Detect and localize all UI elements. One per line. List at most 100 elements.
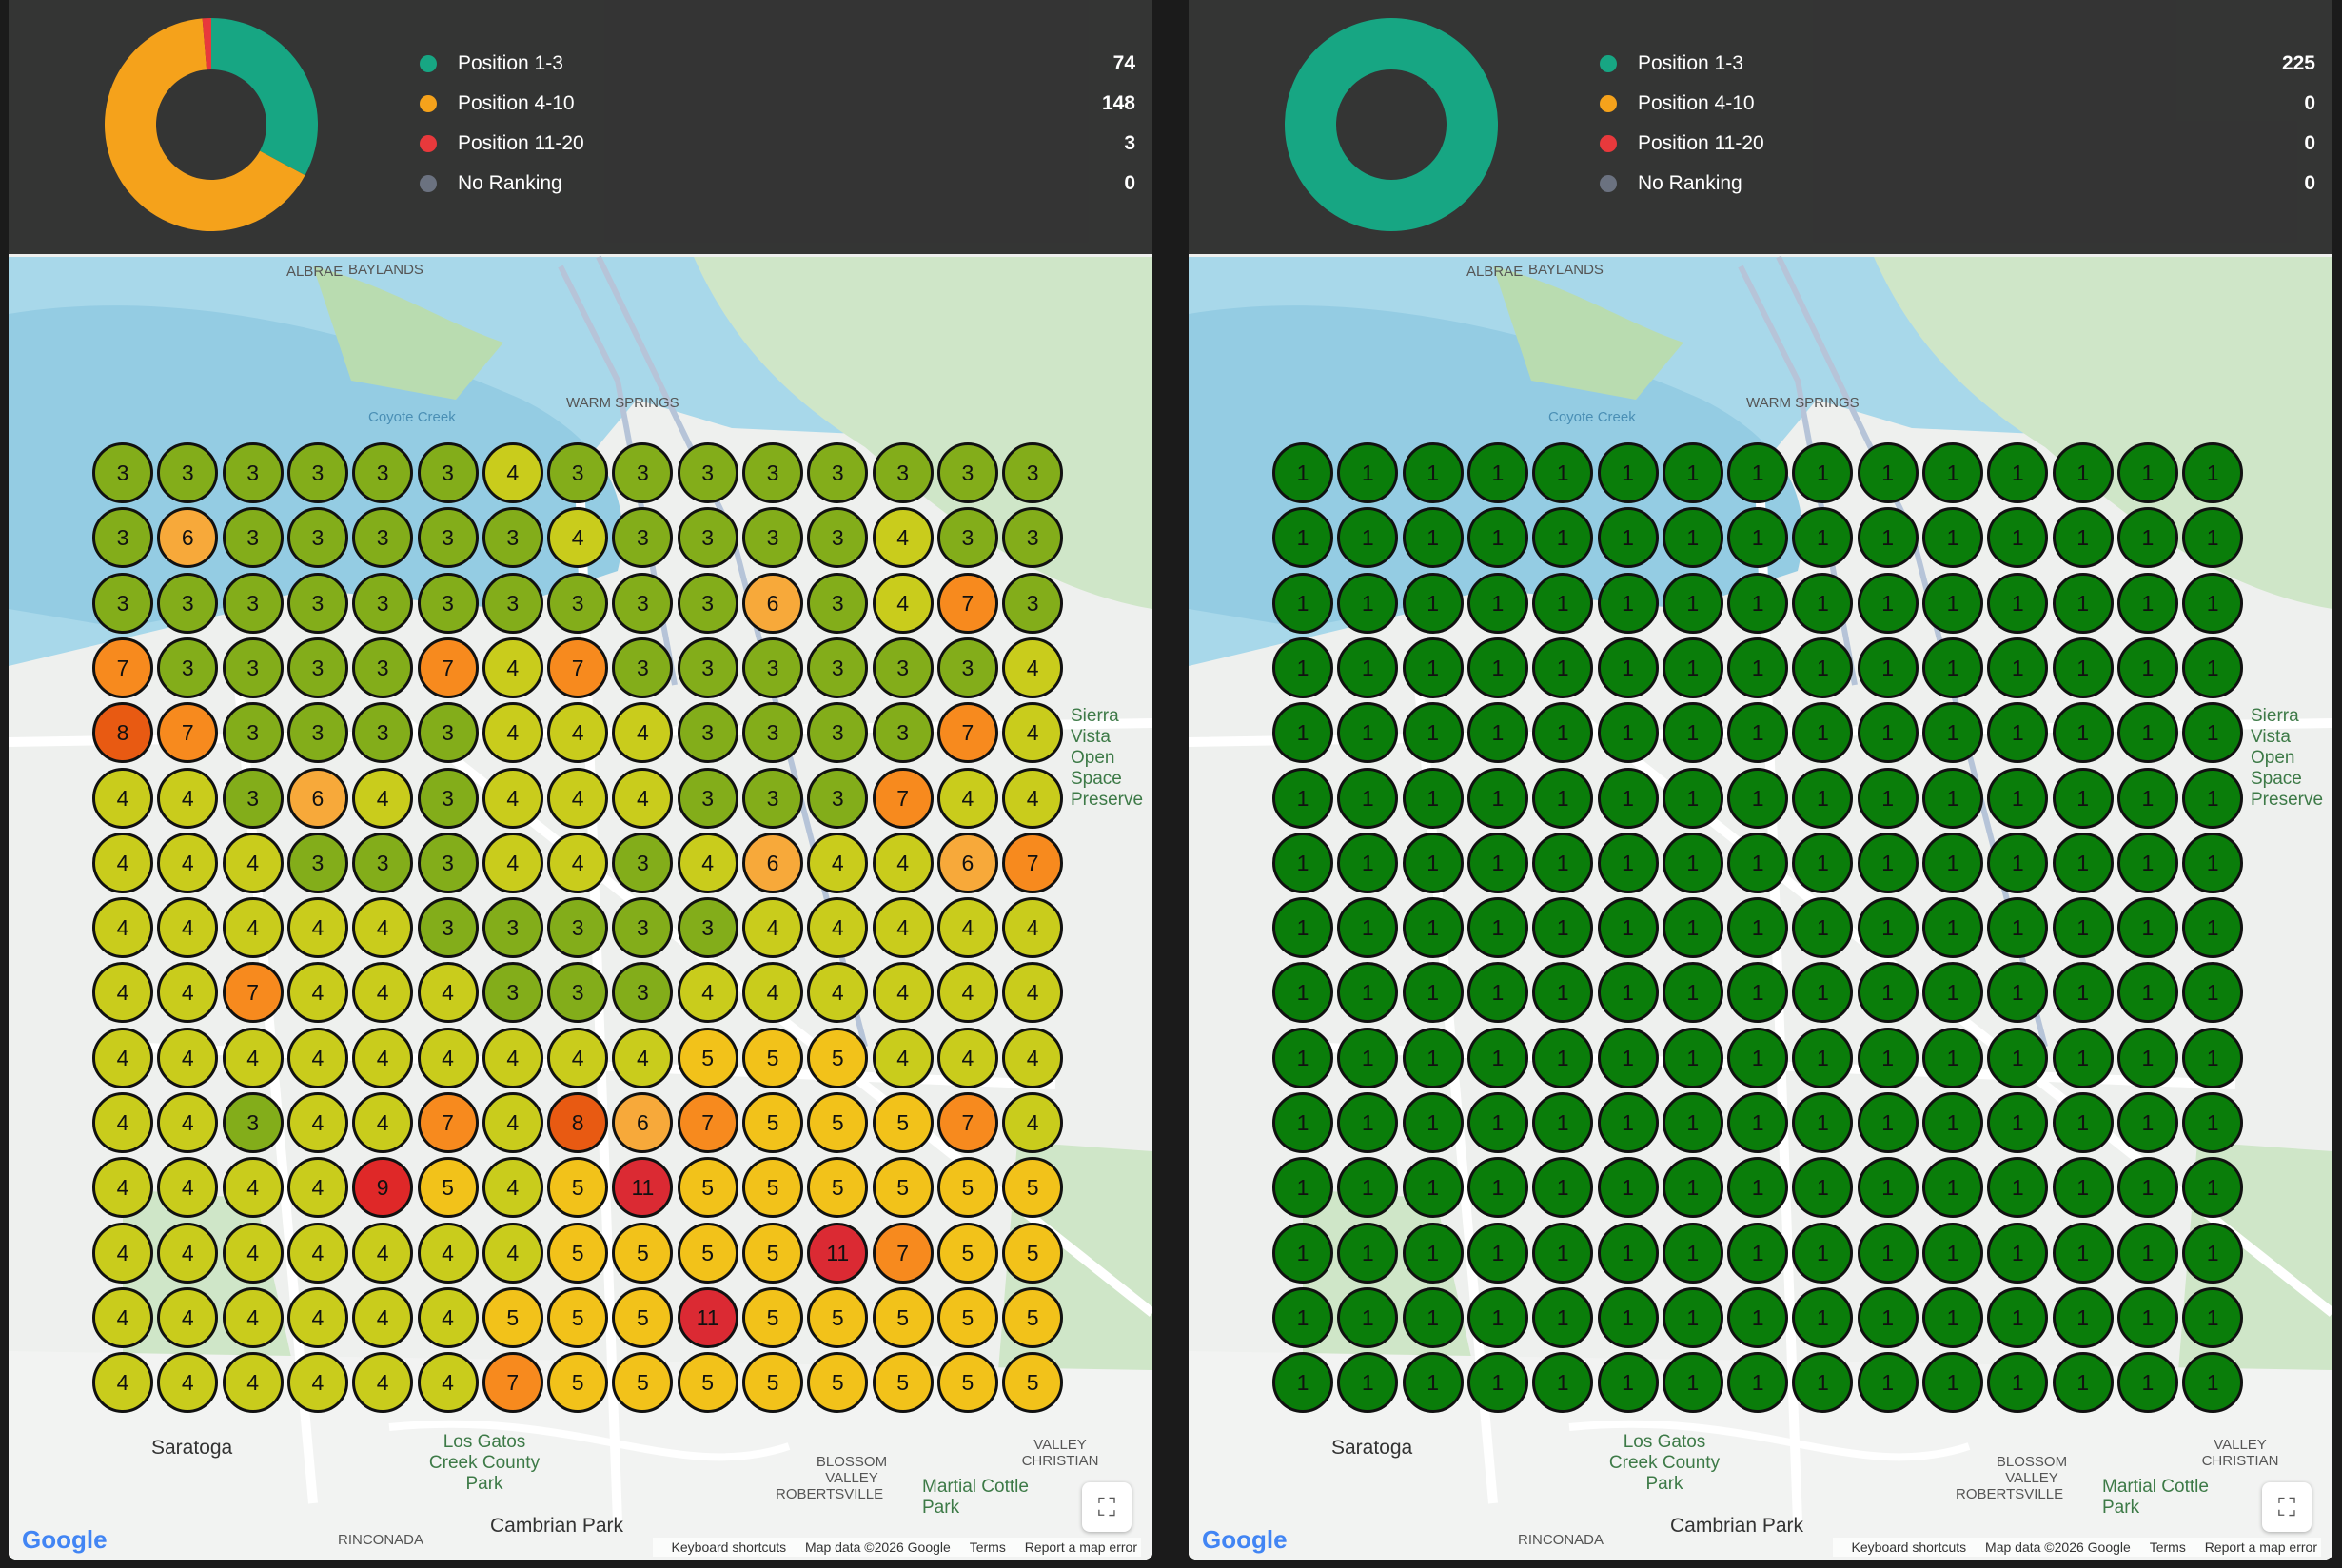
grid-cell[interactable]: 1 xyxy=(1597,702,1659,764)
grid-cell[interactable]: 1 xyxy=(1337,637,1399,698)
grid-cell[interactable]: 3 xyxy=(807,572,869,634)
grid-cell[interactable]: 1 xyxy=(1987,1352,2049,1414)
grid-cell[interactable]: 11 xyxy=(612,1157,674,1219)
grid-cell[interactable]: 1 xyxy=(1272,1157,1333,1219)
grid-cell[interactable]: 4 xyxy=(612,767,674,829)
grid-cell[interactable]: 1 xyxy=(1857,442,1919,503)
grid-cell[interactable]: 7 xyxy=(936,572,998,634)
grid-cell[interactable]: 3 xyxy=(482,572,543,634)
grid-cell[interactable]: 1 xyxy=(1792,962,1854,1024)
grid-cell[interactable]: 5 xyxy=(612,1286,674,1348)
grid-cell[interactable]: 1 xyxy=(1466,897,1528,959)
grid-cell[interactable]: 3 xyxy=(612,507,674,569)
grid-cell[interactable]: 1 xyxy=(2052,767,2114,829)
grid-cell[interactable]: 1 xyxy=(1532,897,1594,959)
grid-cell[interactable]: 1 xyxy=(1662,442,1723,503)
grid-cell[interactable]: 3 xyxy=(286,442,348,503)
grid-cell[interactable]: 3 xyxy=(677,897,738,959)
grid-cell[interactable]: 1 xyxy=(1857,767,1919,829)
grid-cell[interactable]: 1 xyxy=(1337,1352,1399,1414)
grid-cell[interactable]: 4 xyxy=(92,767,153,829)
grid-cell[interactable]: 1 xyxy=(1532,572,1594,634)
grid-cell[interactable]: 1 xyxy=(1597,1286,1659,1348)
grid-cell[interactable]: 1 xyxy=(2116,1092,2178,1153)
grid-cell[interactable]: 1 xyxy=(2116,637,2178,698)
grid-cell[interactable]: 4 xyxy=(482,702,543,764)
grid-cell[interactable]: 4 xyxy=(1002,637,1064,698)
grid-cell[interactable]: 1 xyxy=(2182,897,2244,959)
keyboard-shortcuts-link[interactable]: Keyboard shortcuts xyxy=(1851,1539,1967,1555)
grid-cell[interactable]: 1 xyxy=(1662,1352,1723,1414)
grid-cell[interactable]: 1 xyxy=(1402,897,1464,959)
grid-cell[interactable]: 4 xyxy=(872,897,934,959)
grid-cell[interactable]: 4 xyxy=(352,962,414,1024)
grid-cell[interactable]: 1 xyxy=(1272,767,1333,829)
grid-cell[interactable]: 1 xyxy=(1987,897,2049,959)
grid-cell[interactable]: 4 xyxy=(742,962,803,1024)
grid-cell[interactable]: 3 xyxy=(286,507,348,569)
grid-cell[interactable]: 1 xyxy=(1922,1157,1983,1219)
grid-cell[interactable]: 4 xyxy=(157,832,219,893)
grid-cell[interactable]: 3 xyxy=(547,572,609,634)
grid-cell[interactable]: 1 xyxy=(1466,1092,1528,1153)
grid-cell[interactable]: 1 xyxy=(1337,442,1399,503)
grid-cell[interactable]: 1 xyxy=(2116,1027,2178,1088)
grid-cell[interactable]: 1 xyxy=(1532,1222,1594,1284)
grid-cell[interactable]: 1 xyxy=(1466,1222,1528,1284)
grid-cell[interactable]: 5 xyxy=(936,1157,998,1219)
grid-cell[interactable]: 1 xyxy=(1466,507,1528,569)
grid-cell[interactable]: 4 xyxy=(872,962,934,1024)
grid-cell[interactable]: 4 xyxy=(286,1286,348,1348)
grid-cell[interactable]: 1 xyxy=(2182,702,2244,764)
grid-cell[interactable]: 1 xyxy=(1337,897,1399,959)
grid-cell[interactable]: 5 xyxy=(417,1157,479,1219)
grid-cell[interactable]: 1 xyxy=(2182,1092,2244,1153)
grid-cell[interactable]: 1 xyxy=(2182,1352,2244,1414)
grid-cell[interactable]: 1 xyxy=(1597,442,1659,503)
grid-cell[interactable]: 3 xyxy=(807,507,869,569)
grid-cell[interactable]: 1 xyxy=(1402,1157,1464,1219)
grid-cell[interactable]: 1 xyxy=(1337,832,1399,893)
grid-cell[interactable]: 1 xyxy=(2116,1286,2178,1348)
grid-cell[interactable]: 4 xyxy=(872,572,934,634)
grid-cell[interactable]: 3 xyxy=(352,637,414,698)
grid-cell[interactable]: 4 xyxy=(807,897,869,959)
grid-cell[interactable]: 1 xyxy=(2052,1092,2114,1153)
grid-cell[interactable]: 4 xyxy=(157,1352,219,1414)
grid-cell[interactable]: 1 xyxy=(1402,442,1464,503)
grid-cell[interactable]: 5 xyxy=(677,1027,738,1088)
grid-cell[interactable]: 5 xyxy=(807,1027,869,1088)
grid-cell[interactable]: 3 xyxy=(417,442,479,503)
grid-cell[interactable]: 4 xyxy=(1002,962,1064,1024)
grid-cell[interactable]: 4 xyxy=(352,767,414,829)
grid-cell[interactable]: 5 xyxy=(742,1352,803,1414)
grid-cell[interactable]: 1 xyxy=(1272,507,1333,569)
grid-cell[interactable]: 3 xyxy=(286,572,348,634)
grid-cell[interactable]: 3 xyxy=(222,572,284,634)
grid-cell[interactable]: 4 xyxy=(222,1222,284,1284)
grid-cell[interactable]: 1 xyxy=(1272,1222,1333,1284)
grid-cell[interactable]: 1 xyxy=(1792,637,1854,698)
grid-cell[interactable]: 5 xyxy=(482,1286,543,1348)
grid-cell[interactable]: 1 xyxy=(1922,1286,1983,1348)
grid-cell[interactable]: 1 xyxy=(1987,702,2049,764)
grid-cell[interactable]: 1 xyxy=(1987,1027,2049,1088)
grid-cell[interactable]: 1 xyxy=(1402,1286,1464,1348)
grid-cell[interactable]: 1 xyxy=(2182,442,2244,503)
grid-cell[interactable]: 7 xyxy=(677,1092,738,1153)
grid-cell[interactable]: 1 xyxy=(1532,1092,1594,1153)
grid-cell[interactable]: 4 xyxy=(417,1286,479,1348)
grid-cell[interactable]: 4 xyxy=(352,897,414,959)
grid-cell[interactable]: 1 xyxy=(2116,507,2178,569)
grid-cell[interactable]: 1 xyxy=(1922,767,1983,829)
grid-cell[interactable]: 3 xyxy=(807,442,869,503)
grid-cell[interactable]: 1 xyxy=(1402,1027,1464,1088)
grid-cell[interactable]: 1 xyxy=(1532,1286,1594,1348)
grid-cell[interactable]: 1 xyxy=(1857,1092,1919,1153)
grid-cell[interactable]: 5 xyxy=(872,1157,934,1219)
grid-cell[interactable]: 3 xyxy=(92,572,153,634)
grid-cell[interactable]: 5 xyxy=(1002,1222,1064,1284)
grid-cell[interactable]: 3 xyxy=(742,637,803,698)
grid-cell[interactable]: 4 xyxy=(352,1286,414,1348)
grid-cell[interactable]: 1 xyxy=(1792,767,1854,829)
